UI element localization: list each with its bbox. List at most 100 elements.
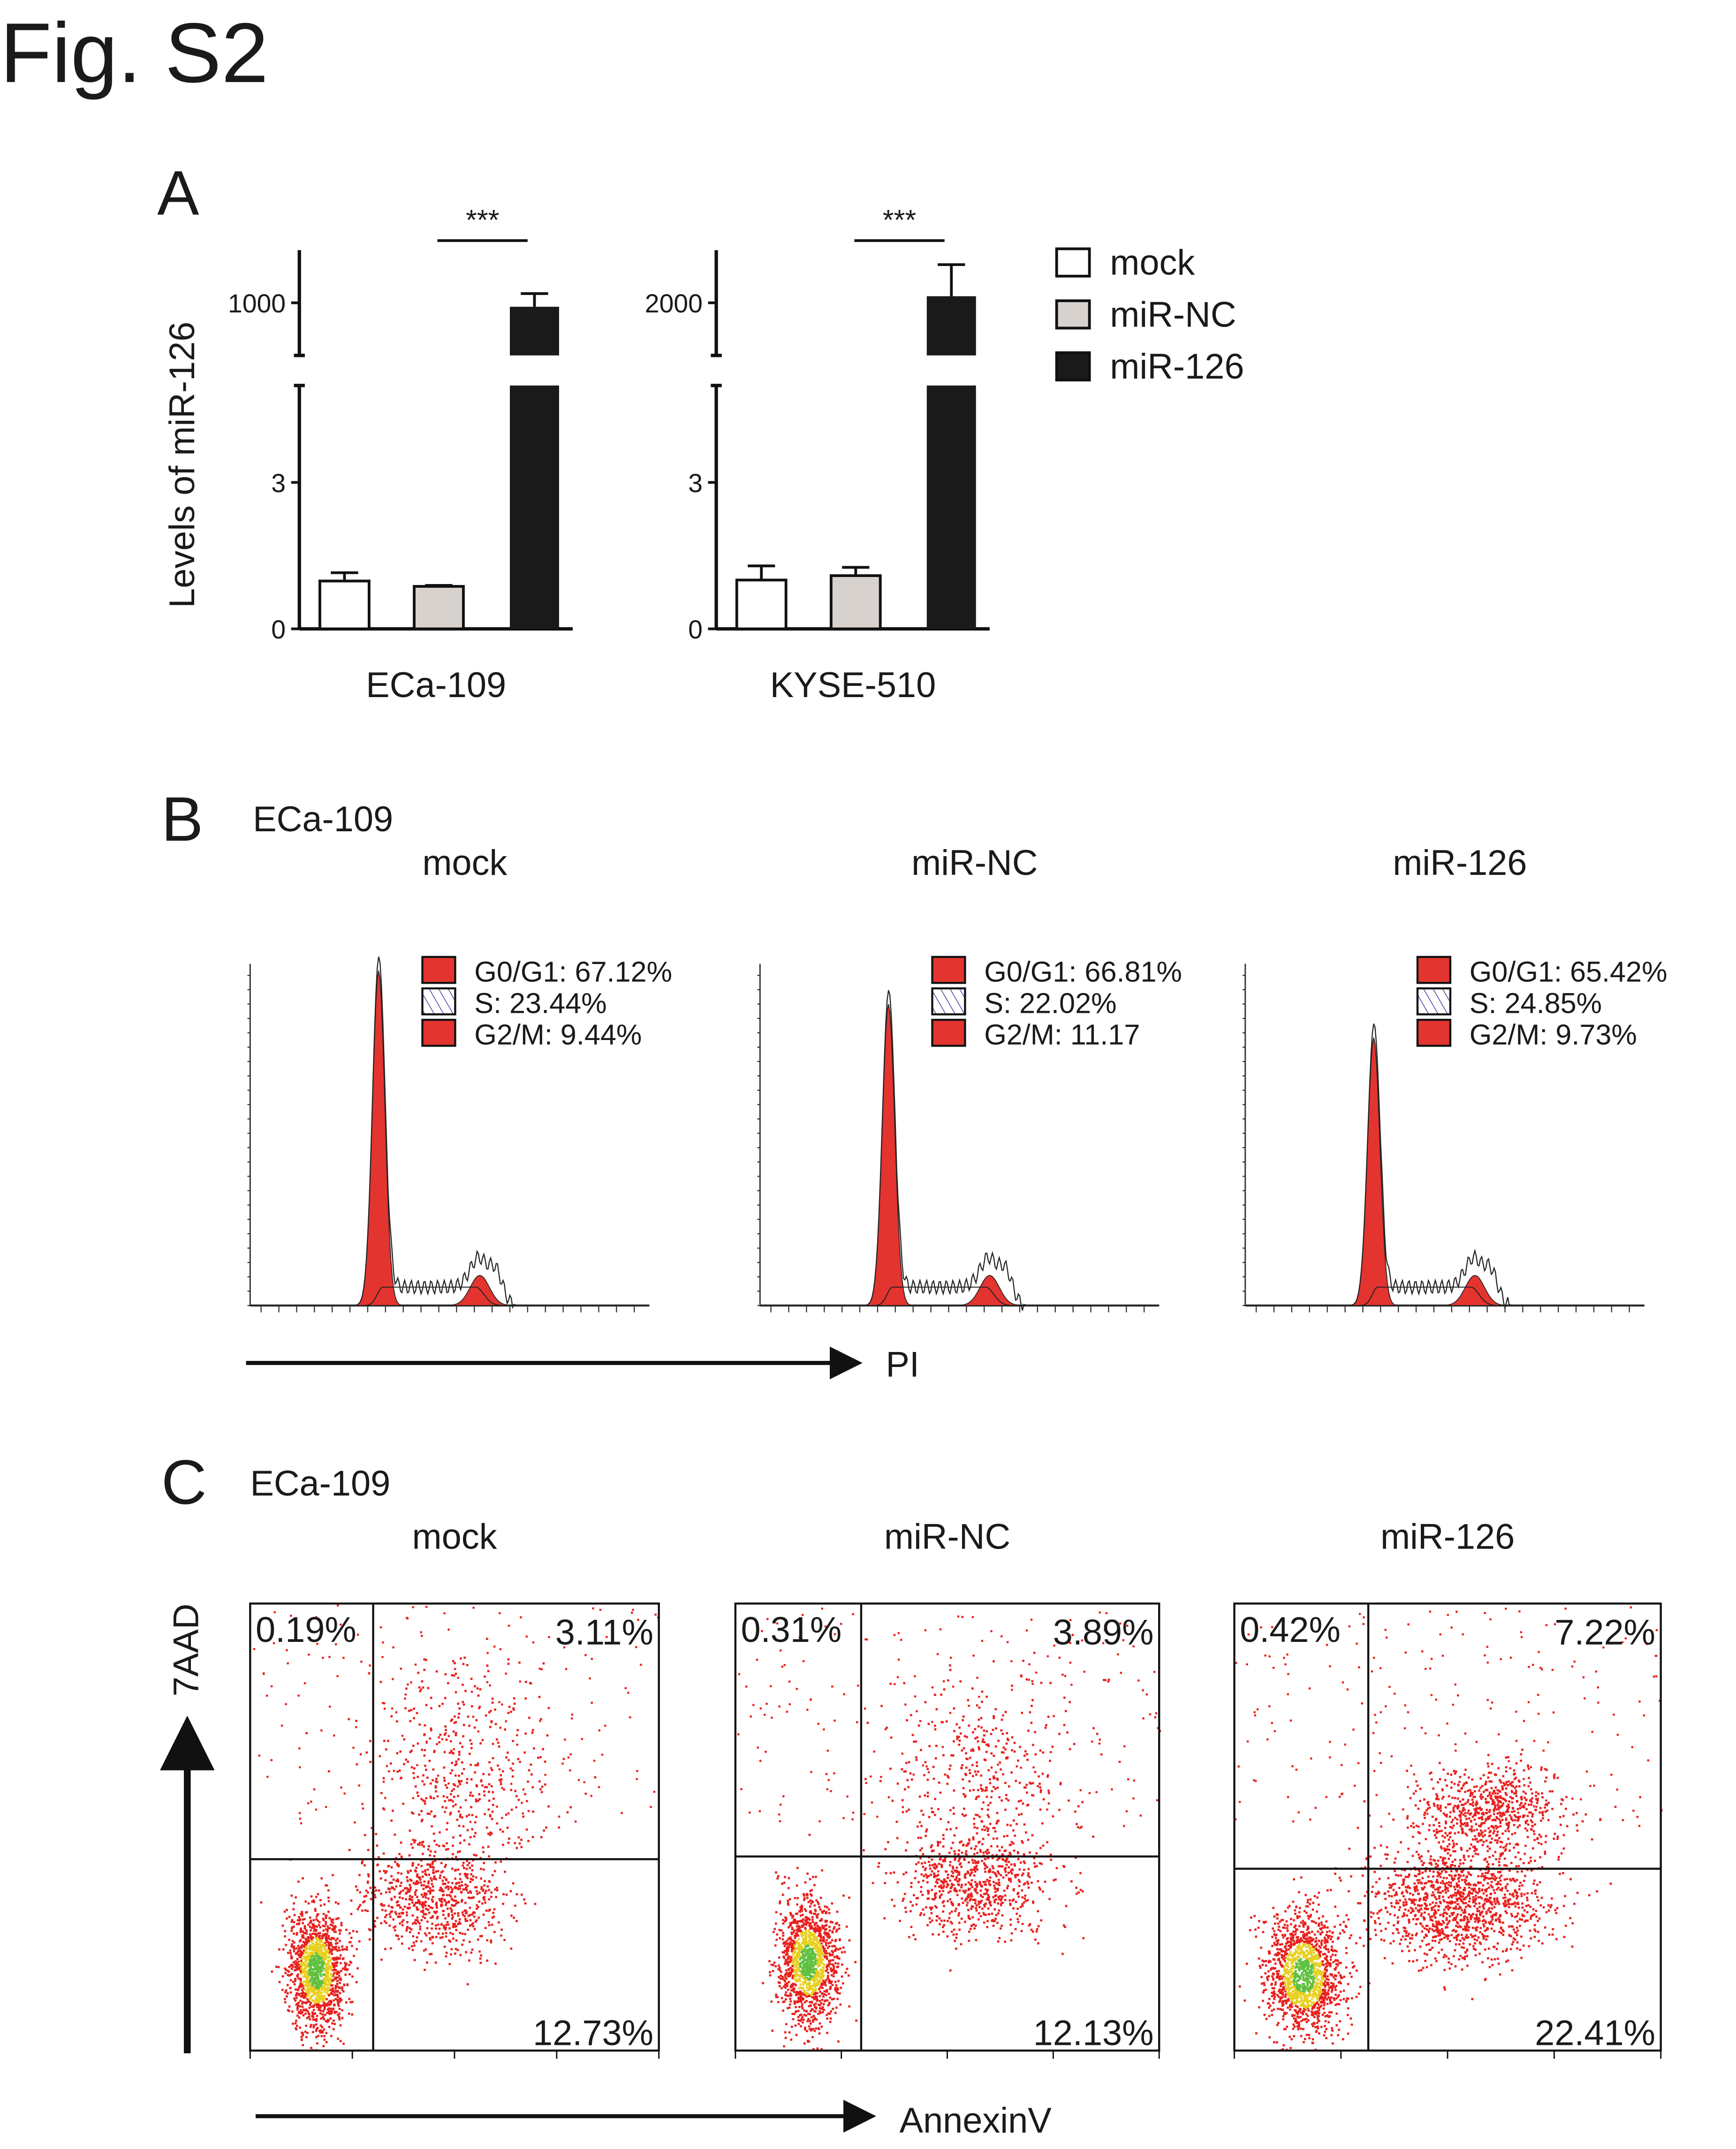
data-point xyxy=(942,1883,945,1885)
data-point xyxy=(493,1908,496,1911)
data-point xyxy=(494,1723,497,1725)
data-point xyxy=(782,1955,785,1958)
data-point xyxy=(304,1993,307,1996)
data-point xyxy=(826,1920,828,1922)
data-point xyxy=(308,2006,311,2009)
data-point xyxy=(485,1714,487,1717)
data-point xyxy=(797,1938,800,1941)
data-point xyxy=(432,1866,435,1869)
data-point xyxy=(329,1943,332,1945)
data-point xyxy=(1061,1952,1064,1955)
data-point xyxy=(493,1870,496,1873)
data-point xyxy=(381,1909,384,1911)
data-point xyxy=(498,1768,501,1770)
data-point xyxy=(954,1859,956,1861)
data-point xyxy=(443,1876,445,1878)
data-point xyxy=(454,1904,456,1906)
data-point xyxy=(807,1941,810,1944)
data-point xyxy=(330,1948,333,1951)
data-point xyxy=(812,1927,815,1930)
data-point xyxy=(838,1924,841,1927)
data-point xyxy=(805,1971,808,1974)
data-point xyxy=(313,1965,315,1967)
data-point xyxy=(339,2024,342,2027)
data-point xyxy=(805,1932,808,1935)
data-point xyxy=(444,1866,446,1868)
data-point xyxy=(324,1970,327,1973)
data-point xyxy=(288,2010,290,2012)
data-point xyxy=(309,1971,312,1973)
data-point xyxy=(788,1926,790,1929)
data-point xyxy=(931,1864,934,1867)
data-point xyxy=(441,1936,444,1938)
data-point xyxy=(436,1743,439,1746)
data-point xyxy=(440,1901,443,1904)
data-point xyxy=(805,1986,808,1989)
data-point xyxy=(621,1812,623,1814)
data-point xyxy=(950,1875,953,1877)
data-point xyxy=(818,1928,820,1930)
data-point xyxy=(454,1887,457,1890)
data-point xyxy=(998,1849,1001,1852)
data-point xyxy=(532,1810,535,1813)
data-point xyxy=(308,1953,311,1956)
data-point xyxy=(465,1951,467,1953)
data-point xyxy=(315,1992,318,1995)
data-point xyxy=(305,1732,308,1734)
data-point xyxy=(509,1767,512,1770)
data-point xyxy=(818,1959,820,1962)
data-point xyxy=(423,1880,426,1883)
data-point xyxy=(390,1947,392,1950)
data-point xyxy=(796,1928,799,1930)
data-point xyxy=(339,1932,341,1935)
data-point xyxy=(313,2005,316,2007)
data-point xyxy=(421,1841,424,1844)
data-point xyxy=(316,1954,319,1957)
data-point xyxy=(420,1688,422,1691)
data-point xyxy=(1021,1903,1023,1906)
data-point xyxy=(1050,1859,1052,1861)
data-point xyxy=(841,1951,843,1954)
data-point xyxy=(453,1795,455,1798)
data-point xyxy=(469,1753,471,1755)
data-point xyxy=(997,1912,1000,1915)
x-axis-label-pi: PI xyxy=(886,1345,919,1385)
data-point xyxy=(960,1886,963,1889)
data-point xyxy=(373,1893,376,1896)
data-point xyxy=(459,1932,461,1934)
data-point xyxy=(301,1961,303,1964)
data-point xyxy=(300,1951,302,1954)
data-point xyxy=(432,1900,434,1903)
data-point xyxy=(490,1896,493,1898)
data-point xyxy=(317,1947,319,1950)
data-point xyxy=(839,2003,842,2006)
y-tick-label: 1000 xyxy=(228,289,286,318)
data-point xyxy=(831,1950,834,1952)
data-point xyxy=(819,1995,821,1997)
data-point xyxy=(802,1940,804,1943)
data-point xyxy=(970,1883,973,1886)
data-point xyxy=(320,1950,323,1953)
data-point xyxy=(591,1657,593,1660)
data-point xyxy=(769,1974,772,1977)
data-point xyxy=(806,1977,808,1979)
data-point xyxy=(786,1985,788,1988)
data-point xyxy=(319,1971,321,1974)
data-point xyxy=(910,1910,912,1913)
data-point xyxy=(833,1928,835,1930)
data-point xyxy=(416,1908,418,1911)
data-point xyxy=(794,1964,796,1966)
data-point xyxy=(374,1925,377,1928)
data-point xyxy=(425,1606,428,1608)
data-point xyxy=(317,1992,319,1995)
data-point xyxy=(315,1976,318,1979)
data-point xyxy=(414,1883,417,1885)
data-point xyxy=(478,1798,481,1800)
data-point xyxy=(345,2001,348,2004)
data-point xyxy=(1017,1895,1020,1898)
data-point xyxy=(801,2007,804,2010)
data-point xyxy=(793,1988,796,1990)
data-point xyxy=(395,1885,398,1888)
data-point xyxy=(796,1884,798,1887)
